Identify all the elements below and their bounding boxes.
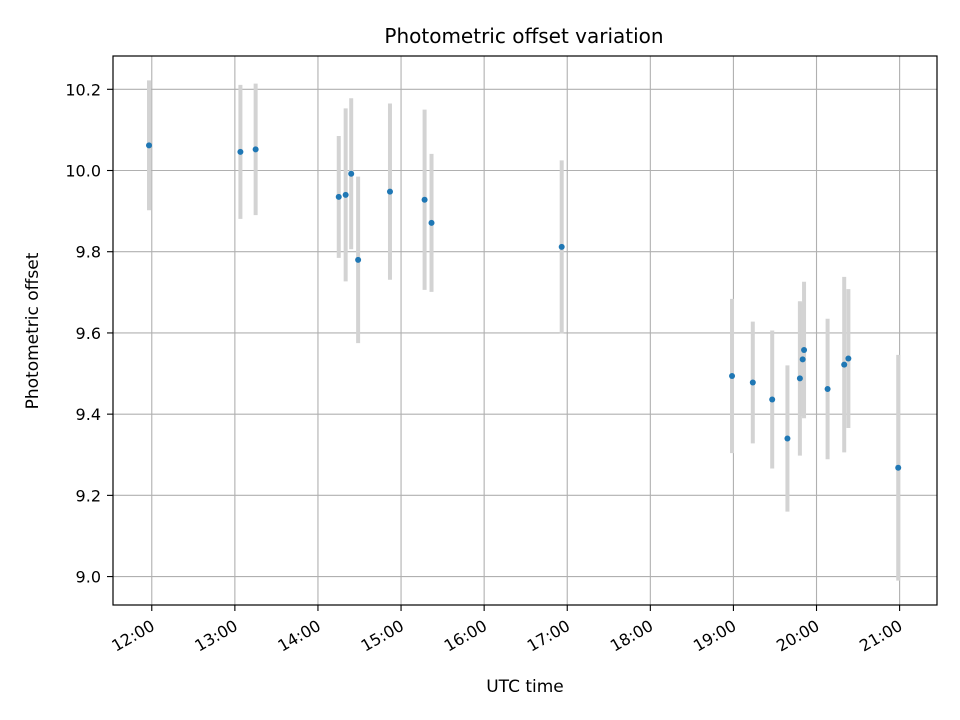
data-point (796, 375, 803, 382)
data-point (801, 346, 808, 353)
data-point (348, 170, 355, 177)
data-point (558, 243, 565, 250)
chart-title: Photometric offset variation (384, 24, 663, 48)
y-tick-label: 9.4 (76, 405, 101, 424)
data-point (237, 148, 244, 155)
data-point (421, 196, 428, 203)
y-tick-label: 9.6 (76, 324, 101, 343)
data-point (784, 435, 791, 442)
data-point (769, 396, 776, 403)
x-axis-label: UTC time (486, 677, 564, 697)
data-point (252, 146, 259, 153)
data-points (146, 142, 902, 471)
grid (113, 56, 937, 605)
data-point (386, 188, 393, 195)
data-point (729, 372, 736, 379)
data-point (841, 361, 848, 368)
data-point (342, 191, 349, 198)
y-axis-label: Photometric offset (23, 252, 43, 409)
data-point (146, 142, 153, 149)
data-point (824, 385, 831, 392)
data-point (845, 355, 852, 362)
data-point (355, 256, 362, 263)
data-point (799, 356, 806, 363)
y-tick-label: 9.2 (76, 486, 101, 505)
data-point (335, 193, 342, 200)
y-tick-label: 10.2 (65, 80, 101, 99)
data-point (749, 379, 756, 386)
data-point (895, 464, 902, 471)
y-tick-label: 10.0 (65, 162, 101, 181)
plot-area-frame (112, 55, 938, 606)
data-point (428, 219, 435, 226)
y-tick-label: 9.0 (76, 568, 101, 587)
y-tick-label: 9.8 (76, 243, 101, 262)
